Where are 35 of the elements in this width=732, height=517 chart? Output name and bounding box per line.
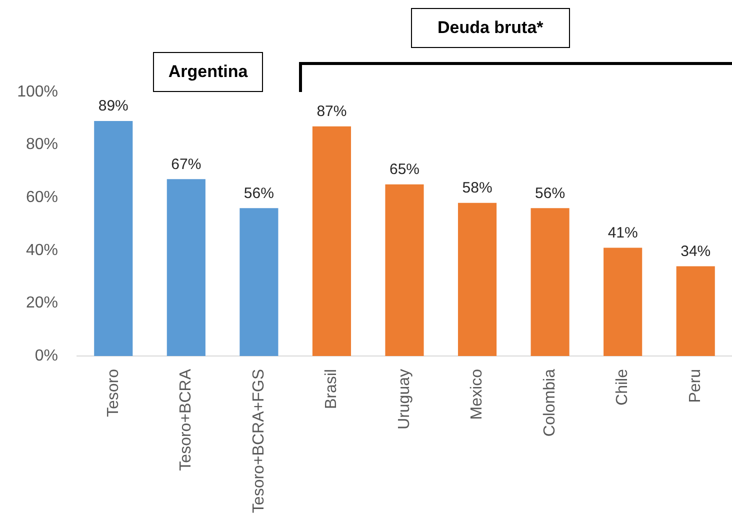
y-tick-label: 0% (34, 347, 58, 364)
x-tick-label: Tesoro (104, 368, 122, 418)
bar (676, 266, 715, 356)
data-label: 87% (316, 102, 347, 120)
bar (312, 126, 352, 356)
bar (458, 202, 497, 356)
x-tick-label: Tesoro+BCRA (178, 368, 195, 471)
x-tick-label: Colombia (541, 368, 558, 437)
bar (385, 184, 424, 356)
y-tick-label: 20% (26, 294, 58, 312)
data-label: 34% (680, 242, 711, 260)
x-tick-label: Uruguay (396, 369, 413, 430)
bar (240, 208, 278, 356)
bar (94, 121, 133, 356)
y-tick-label: 80% (26, 136, 58, 154)
data-label: 65% (389, 161, 420, 178)
text-box: Deuda bruta* (410, 8, 570, 48)
data-label: 58% (462, 180, 492, 197)
bar (166, 179, 206, 356)
y-tick-label: 60% (26, 189, 58, 206)
x-tick-label: Mexico (468, 368, 486, 420)
y-tick-label: 100% (17, 83, 58, 100)
x-tick-label: Tesoro+BCRA+FGS (250, 369, 268, 514)
x-tick-label: Brasil (323, 369, 340, 410)
x-tick-label: Peru (687, 369, 704, 403)
y-tick-label: 40% (26, 242, 58, 259)
bar (530, 208, 570, 356)
text-box: Argentina (153, 52, 263, 92)
data-label: 56% (244, 184, 274, 202)
data-label: 41% (608, 224, 638, 242)
data-label: 56% (535, 184, 566, 202)
data-label: 67% (171, 156, 202, 173)
x-tick-label: Chile (614, 368, 632, 406)
bar (604, 248, 642, 356)
data-label: 89% (98, 98, 128, 115)
